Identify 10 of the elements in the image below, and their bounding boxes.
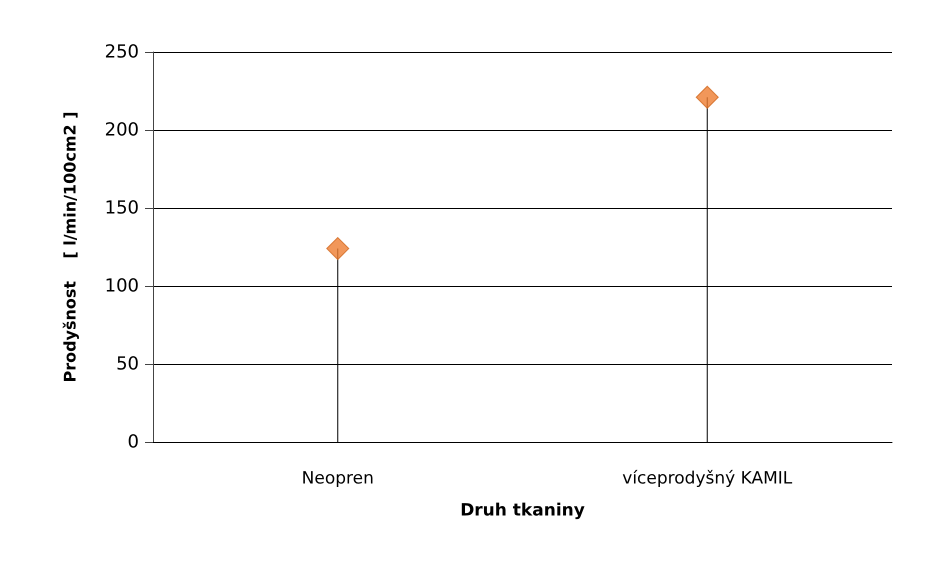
x-tick-label: Neopren: [302, 468, 374, 488]
y-tick-label: 0: [128, 432, 139, 452]
x-axis-title: Druh tkaniny: [460, 500, 585, 520]
y-axis-title: Prodyšnost [ l/min/100cm2 ]: [60, 111, 80, 383]
y-tick-label: 100: [104, 276, 139, 296]
y-tick-label: 150: [104, 198, 139, 218]
y-tick-label: 200: [104, 120, 139, 140]
x-tick-label: víceprodyšný KAMIL: [622, 468, 793, 488]
y-tick-label: 250: [104, 42, 139, 62]
y-tick-label: 50: [116, 354, 139, 374]
